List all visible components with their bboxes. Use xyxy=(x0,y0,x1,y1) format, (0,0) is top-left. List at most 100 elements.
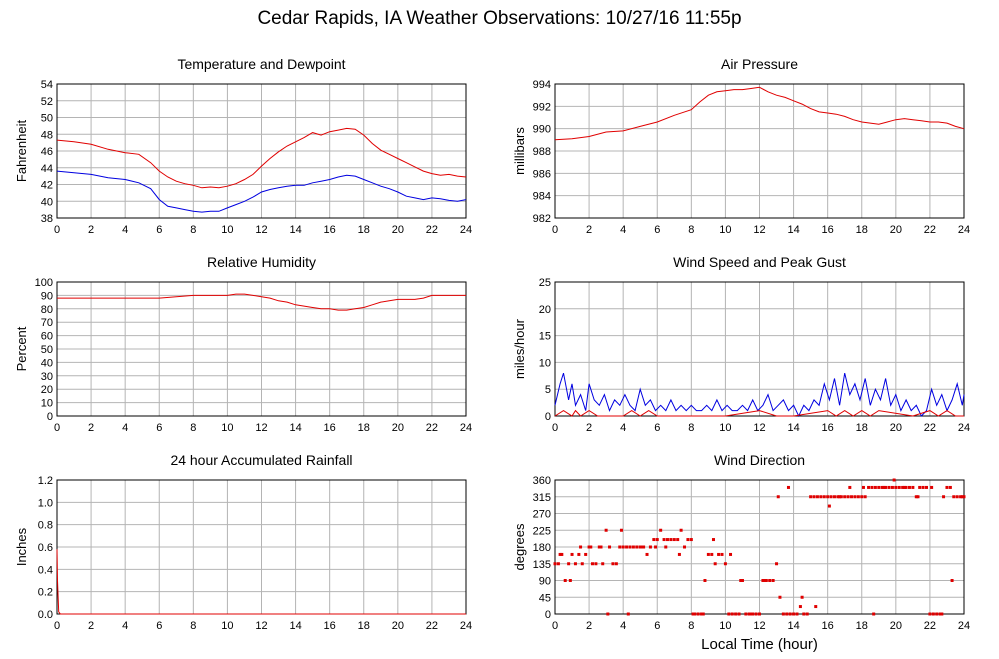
wind-direction-point xyxy=(940,612,944,616)
wind-direction-point xyxy=(703,579,707,582)
wind-direction-point xyxy=(848,485,852,489)
wind-speed-xtick-label: 6 xyxy=(654,422,660,434)
rainfall-ytick-label: 0.4 xyxy=(38,564,53,576)
wind-direction-title: Wind Direction xyxy=(714,452,805,468)
wind-direction-point xyxy=(749,612,753,616)
wind-direction-point xyxy=(713,562,717,566)
wind-direction-xtick-label: 8 xyxy=(688,620,694,632)
wind-direction-point xyxy=(706,552,710,556)
wind-direction-point xyxy=(832,495,836,499)
wind-direction-ylabel: degrees xyxy=(512,523,527,570)
wind-direction-point xyxy=(942,495,946,499)
wind-direction-point xyxy=(701,612,705,616)
humidity-xtick-label: 4 xyxy=(122,422,128,434)
wind-direction-point xyxy=(863,495,867,499)
rainfall-xtick-label: 18 xyxy=(358,620,370,632)
wind-direction-point xyxy=(907,485,911,489)
wind-direction-point xyxy=(914,495,918,499)
humidity-series-line xyxy=(57,293,466,311)
wind-speed-xtick-label: 24 xyxy=(958,422,970,434)
wind-direction-point xyxy=(606,612,610,616)
rainfall-xtick-label: 10 xyxy=(221,620,233,632)
wind-direction-point xyxy=(577,552,581,556)
wind-direction-point xyxy=(850,495,854,499)
rainfall-xtick-label: 14 xyxy=(289,620,301,632)
humidity-xtick-label: 18 xyxy=(358,422,370,434)
wind-direction-point xyxy=(631,545,635,549)
temperature-xtick-label: 12 xyxy=(255,224,267,236)
wind-direction-point xyxy=(594,562,598,566)
rainfall-xtick-label: 6 xyxy=(156,620,162,632)
wind-direction-point xyxy=(897,485,901,489)
temperature-xtick-label: 24 xyxy=(460,224,472,236)
wind-direction-point xyxy=(689,538,693,542)
wind-speed-ytick-label: 5 xyxy=(545,384,551,396)
humidity-xtick-label: 0 xyxy=(54,422,60,434)
wind-direction-point xyxy=(560,552,564,556)
wind-direction-point xyxy=(621,545,625,549)
pressure-xtick-label: 10 xyxy=(719,224,731,236)
wind-direction-point xyxy=(696,612,700,616)
wind-direction-point xyxy=(604,528,608,532)
wind-direction-point xyxy=(843,495,847,499)
rainfall-ytick-label: 0.6 xyxy=(38,542,53,554)
wind-direction-point xyxy=(556,562,560,566)
wind-direction-point xyxy=(686,538,690,542)
wind-speed-xtick-label: 4 xyxy=(620,422,626,434)
wind-speed-xtick-label: 10 xyxy=(719,422,731,434)
wind-direction-point xyxy=(839,495,843,499)
wind-speed-xtick-label: 8 xyxy=(688,422,694,434)
wind-direction-point xyxy=(763,579,767,582)
wind-direction-point xyxy=(901,485,905,489)
wind-direction-ytick-label: 180 xyxy=(533,542,551,554)
wind-speed-ytick-label: 0 xyxy=(545,411,551,423)
wind-direction-point xyxy=(890,485,894,489)
wind-direction-point xyxy=(950,579,954,582)
wind-direction-xtick-label: 6 xyxy=(654,620,660,632)
wind-direction-point xyxy=(640,545,644,549)
humidity-chart: 0 2 4 6 8 10 12 14 16 18 20 22 240102030405060708090… xyxy=(14,254,472,434)
wind-direction-point xyxy=(626,612,630,616)
wind-direction-ytick-label: 270 xyxy=(533,509,551,521)
rainfall-xtick-label: 12 xyxy=(255,620,267,632)
humidity-ytick-label: 50 xyxy=(41,344,53,356)
temperature-xtick-label: 14 xyxy=(289,224,301,236)
wind-direction-point xyxy=(618,545,622,549)
pressure-xtick-label: 22 xyxy=(924,224,936,236)
humidity-ytick-label: 40 xyxy=(41,357,53,369)
temperature-xtick-label: 18 xyxy=(358,224,370,236)
rainfall-xtick-label: 16 xyxy=(324,620,336,632)
wind-direction-point xyxy=(628,545,632,549)
wind-direction-point xyxy=(655,538,659,542)
temperature-series-line xyxy=(56,127,467,189)
wind-direction-point xyxy=(781,612,785,616)
wind-direction-point xyxy=(619,528,623,532)
wind-direction-ytick-label: 360 xyxy=(533,475,551,487)
wind-direction-xtick-label: 20 xyxy=(890,620,902,632)
wind-direction-point xyxy=(580,562,584,566)
wind-direction-xtick-label: 24 xyxy=(958,620,970,632)
wind-direction-point xyxy=(676,538,680,542)
wind-speed-xtick-label: 22 xyxy=(924,422,936,434)
wind-direction-point xyxy=(945,485,949,489)
pressure-ytick-label: 992 xyxy=(533,101,551,113)
wind-direction-point xyxy=(776,495,780,499)
wind-direction-point xyxy=(599,545,603,549)
rainfall-chart: 0 2 4 6 8 10 12 14 16 18 20 22 240.00.20.40.60.81.01… xyxy=(14,452,472,632)
humidity-xtick-label: 12 xyxy=(255,422,267,434)
wind-direction-point xyxy=(645,552,649,556)
wind-speed-xtick-label: 12 xyxy=(753,422,765,434)
wind-direction-point xyxy=(579,545,583,549)
temperature-xtick-label: 4 xyxy=(122,224,128,236)
pressure-ylabel: millibars xyxy=(512,127,527,175)
pressure-ytick-label: 984 xyxy=(533,191,551,203)
wind-direction-point xyxy=(642,545,646,549)
wind-direction-point xyxy=(802,612,806,616)
wind-speed-xtick-label: 16 xyxy=(822,422,834,434)
wind-direction-ytick-label: 90 xyxy=(539,576,551,588)
humidity-ytick-label: 80 xyxy=(41,304,53,316)
wind-speed-frame xyxy=(554,281,965,417)
wind-direction-point xyxy=(665,538,669,542)
